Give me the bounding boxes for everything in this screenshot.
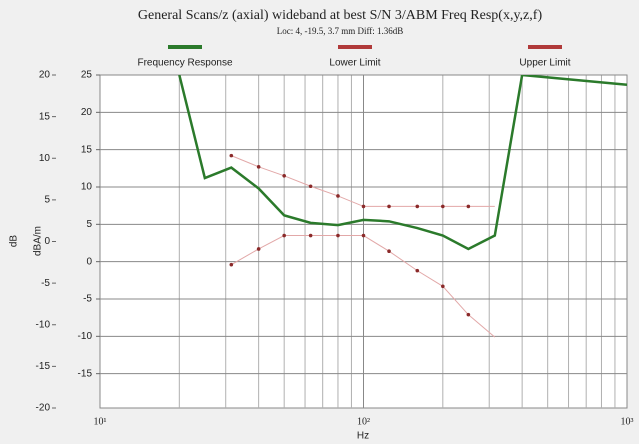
point bbox=[256, 165, 261, 169]
grid bbox=[99, 74, 628, 408]
plot bbox=[178, 75, 627, 338]
y-tick-label: 10 bbox=[39, 153, 51, 164]
y2-tick-label: 5 bbox=[86, 219, 92, 230]
point bbox=[441, 284, 445, 289]
y2-tick-label: -10 bbox=[78, 331, 93, 342]
legend-swatch bbox=[168, 45, 202, 49]
x-tick-label: 10² bbox=[357, 416, 370, 427]
y2-axis-label: dBA/m bbox=[33, 226, 44, 256]
y2-tick-label: 20 bbox=[81, 107, 93, 118]
series-line bbox=[178, 75, 627, 251]
point bbox=[361, 233, 366, 238]
y-axis-label: dB bbox=[9, 235, 20, 248]
y-tick-label: -20 bbox=[36, 403, 51, 414]
point bbox=[282, 233, 286, 238]
y-tick-label: -5 bbox=[41, 278, 50, 289]
y-tick-label: -10 bbox=[36, 319, 51, 330]
y-tick-label: 20 bbox=[39, 70, 51, 81]
y2-tick-label: 0 bbox=[86, 256, 92, 267]
point bbox=[387, 204, 391, 209]
point bbox=[336, 233, 340, 238]
legend-swatch bbox=[338, 45, 372, 49]
y2-tick-label: 10 bbox=[81, 182, 93, 193]
point bbox=[282, 173, 286, 178]
y-tick-label: 5 bbox=[44, 195, 50, 206]
point bbox=[308, 184, 313, 189]
chart-title: General Scans/z (axial) wideband at best… bbox=[138, 8, 543, 23]
x-tick-label: 10³ bbox=[621, 416, 634, 427]
point bbox=[256, 247, 261, 251]
y2-tick-label: 15 bbox=[81, 144, 93, 155]
point bbox=[415, 268, 420, 273]
legend-swatch bbox=[528, 45, 562, 49]
legend-label: Lower Limit bbox=[329, 58, 380, 69]
point bbox=[415, 204, 420, 209]
point bbox=[336, 194, 340, 198]
x-axis-label: Hz bbox=[357, 431, 369, 442]
point bbox=[466, 204, 471, 209]
y-tick-label: 15 bbox=[39, 111, 51, 122]
y-tick-label: -15 bbox=[36, 361, 51, 372]
point bbox=[466, 312, 471, 317]
x-tick-label: 10¹ bbox=[94, 416, 107, 427]
y-tick-label: 0 bbox=[44, 236, 50, 247]
point bbox=[229, 262, 234, 267]
point bbox=[441, 204, 445, 209]
point bbox=[229, 153, 234, 158]
legend-label: Frequency Response bbox=[137, 58, 232, 69]
y2-tick-label: -15 bbox=[78, 368, 93, 379]
point bbox=[387, 249, 391, 254]
y2-tick-label: -5 bbox=[83, 294, 92, 305]
y2-tick-label: 25 bbox=[81, 70, 93, 81]
point bbox=[308, 233, 313, 238]
point bbox=[361, 204, 366, 209]
chart-subtitle: Loc: 4, -19.5, 3.7 mm Diff: 1.36dB bbox=[277, 26, 404, 36]
legend-label: Upper Limit bbox=[519, 58, 570, 69]
